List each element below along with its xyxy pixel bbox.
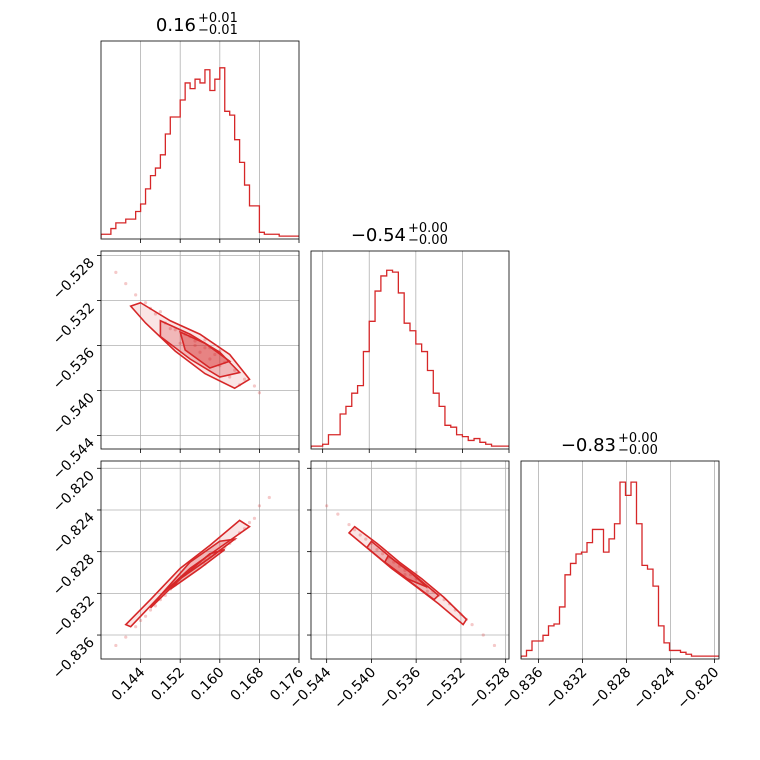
scatter-point (257, 504, 261, 508)
panel-title-0: 0.16 +0.01−0.01 (156, 11, 238, 38)
scatter-point (203, 346, 207, 350)
panel-frame-0-0 (100, 40, 300, 240)
x-tick-label: −0.832 (542, 665, 590, 713)
title-upper: +0.00 (408, 221, 448, 236)
scatter-point (213, 352, 217, 357)
scatter-point (470, 623, 474, 627)
title-upper: +0.00 (618, 431, 658, 446)
titles-layer: 0.16 +0.01−0.01−0.54 +0.00−0.00−0.83 +0.00−… (156, 11, 658, 458)
scatter-point (143, 301, 148, 305)
y-tick-label: −0.832 (50, 593, 98, 641)
scatter-point (193, 339, 197, 343)
title-upper: +0.01 (198, 11, 238, 26)
grid-layer (101, 41, 715, 659)
scatter-point (134, 625, 138, 629)
scatter-point (114, 270, 118, 274)
panel-frame-2-1 (310, 460, 510, 660)
scatter-point (252, 516, 257, 520)
scatter-point (114, 643, 118, 648)
scatter-point (425, 589, 429, 593)
scatter-point (364, 537, 368, 541)
scatter-point (403, 572, 407, 577)
scatter-point (153, 312, 158, 316)
title-main: 0.16 (156, 15, 196, 36)
title-lower: −0.01 (198, 23, 238, 38)
scatter-point (492, 643, 497, 648)
y-tick-label: −0.532 (50, 300, 98, 348)
panel-frame-1-1 (310, 250, 510, 450)
contour-level-3 (383, 554, 428, 588)
title-main: −0.54 (351, 225, 406, 246)
marks-layer (101, 67, 719, 658)
scatter-point (173, 328, 177, 332)
scatter-point (375, 547, 379, 552)
scatter-point (380, 552, 385, 556)
scatter-point (208, 357, 212, 361)
scatter-point (336, 512, 340, 516)
x-tick-label: −0.536 (376, 664, 424, 712)
scatter-point (267, 495, 271, 500)
x-tick-label: −0.828 (586, 665, 634, 713)
y-tick-label: −0.836 (50, 634, 98, 682)
y-tick-label: −0.824 (50, 509, 98, 557)
y-tick-label: −0.528 (50, 255, 98, 303)
scatter-point (233, 368, 237, 372)
scatter-point (198, 350, 202, 354)
x-tick-label: 0.168 (228, 665, 268, 705)
scatter-point (252, 384, 257, 388)
histogram-2-line (521, 481, 719, 658)
scatter-point (178, 341, 182, 345)
scatter-point (124, 282, 128, 286)
contour-level-1 (124, 519, 251, 628)
scatter-point (347, 522, 351, 527)
scatter-point (139, 618, 143, 623)
scatter-point (143, 614, 148, 618)
panel-frame-1-0 (100, 250, 300, 450)
title-main: −0.83 (561, 435, 616, 456)
title-lower: −0.00 (618, 443, 658, 458)
panel-title-2: −0.83 +0.00−0.00 (561, 431, 658, 458)
x-tick-label: −0.540 (331, 665, 379, 713)
scatter-point (257, 391, 261, 395)
panel-frame-2-2 (520, 460, 720, 660)
frames-layer (100, 40, 720, 660)
scatter-point (358, 533, 362, 537)
y-tick-label: −0.536 (50, 345, 98, 393)
y-tick-label: −0.828 (50, 551, 98, 599)
contour-level-3 (178, 330, 232, 369)
scatter-point (228, 375, 232, 379)
x-tick-label: −0.824 (630, 664, 678, 712)
panel-title-1: −0.54 +0.00−0.00 (351, 221, 448, 248)
title-lower: −0.00 (408, 233, 448, 248)
scatter-point (158, 310, 162, 314)
scatter-point (153, 604, 158, 608)
x-tick-label: 0.144 (109, 664, 149, 704)
histogram-0-line (101, 67, 299, 238)
contour-level-3 (169, 548, 226, 590)
scatter-point (481, 633, 485, 637)
x-tick-label: 0.160 (188, 665, 228, 705)
x-tick-label: −0.820 (674, 665, 722, 713)
scatter-point (168, 327, 172, 331)
histogram-1-line (311, 269, 509, 448)
scatter-point (353, 528, 357, 532)
scatter-point (325, 504, 329, 508)
scatter-point (124, 635, 128, 639)
scatter-point (247, 520, 252, 525)
y-tick-label: −0.540 (50, 390, 98, 438)
scatter-point (148, 608, 153, 612)
scatter-point (134, 293, 138, 297)
x-tick-label: 0.152 (148, 665, 188, 705)
scatter-point (242, 377, 247, 381)
scatter-point (193, 343, 197, 348)
x-tick-label: −0.532 (421, 665, 469, 713)
panel-frame-2-0 (100, 460, 300, 660)
